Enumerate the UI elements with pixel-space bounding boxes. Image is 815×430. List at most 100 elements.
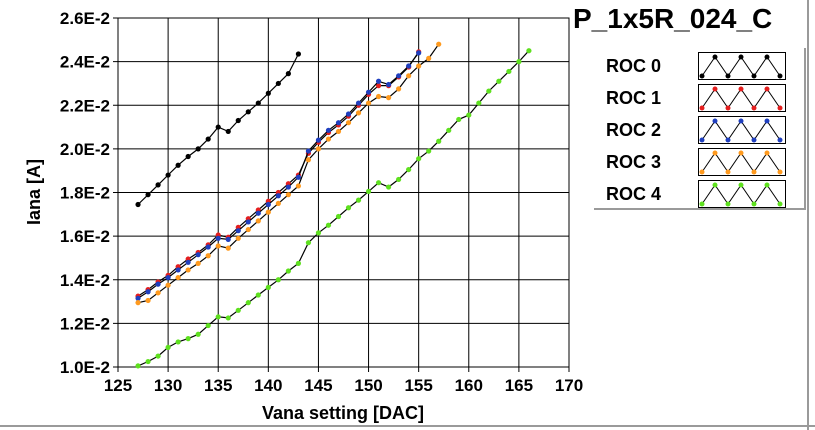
legend-swatch — [698, 180, 786, 208]
y-tick-label: 1.6E-2 — [60, 227, 110, 246]
data-point — [195, 260, 201, 266]
legend-swatch-marker — [738, 150, 744, 156]
x-tick-label: 135 — [204, 376, 232, 395]
data-point — [416, 50, 422, 56]
legend-swatch-marker — [738, 118, 744, 124]
data-point — [285, 268, 291, 274]
legend-swatch-marker — [751, 169, 757, 175]
data-point — [255, 210, 261, 216]
data-point — [456, 116, 462, 123]
data-point — [155, 281, 161, 287]
legend-label: ROC 1 — [606, 88, 662, 108]
data-point — [436, 41, 442, 47]
data-point — [516, 59, 522, 65]
data-point — [365, 89, 372, 95]
x-tick-label: 145 — [304, 376, 332, 395]
legend-swatch-graphic — [699, 182, 783, 207]
legend-swatch-marker — [712, 54, 718, 60]
legend-swatch-marker — [725, 201, 731, 207]
legend-swatch-marker — [738, 54, 744, 60]
data-point — [335, 120, 342, 126]
legend-swatch-marker — [751, 201, 757, 207]
data-point — [355, 110, 362, 116]
data-point — [305, 240, 312, 246]
legend-swatch-line — [701, 184, 781, 205]
legend-label: ROC 2 — [606, 120, 662, 140]
legend-swatch-marker — [725, 169, 731, 175]
data-point — [285, 184, 291, 190]
data-point — [255, 218, 261, 224]
legend-swatch-line — [701, 120, 781, 141]
data-point — [235, 307, 241, 313]
data-point — [476, 100, 482, 106]
data-point — [155, 290, 161, 296]
data-point — [195, 331, 201, 337]
data-point — [386, 95, 392, 101]
data-point — [135, 201, 141, 208]
data-point — [295, 51, 301, 57]
data-point — [255, 292, 261, 298]
x-tick-label: 155 — [404, 376, 432, 395]
legend-swatch-marker — [712, 118, 718, 124]
data-point — [215, 235, 221, 241]
data-point — [145, 192, 151, 198]
legend-swatch-marker — [751, 105, 757, 111]
legend-swatch — [698, 148, 786, 176]
data-point — [165, 344, 171, 350]
data-point — [345, 111, 352, 117]
data-point — [265, 201, 271, 208]
y-axis-label: Iana [A] — [24, 159, 44, 225]
data-point — [175, 339, 181, 345]
data-point — [215, 314, 221, 320]
data-point — [426, 55, 432, 61]
data-point — [315, 230, 322, 236]
data-point — [185, 336, 191, 342]
window-frame-right — [807, 0, 809, 430]
data-point — [155, 353, 161, 359]
legend-swatch-marker — [751, 73, 757, 79]
series-roc-4 — [135, 48, 532, 369]
legend-swatch-marker — [751, 137, 757, 143]
legend-swatch-marker — [699, 169, 705, 175]
legend-item: ROC 2 — [594, 114, 804, 144]
data-point — [175, 162, 181, 168]
data-point — [245, 219, 251, 225]
legend-swatch-marker — [725, 137, 731, 143]
x-tick-label: 125 — [104, 376, 132, 395]
data-point — [386, 184, 392, 190]
legend-swatch-marker — [699, 201, 705, 207]
grid-lines — [117, 17, 570, 368]
data-point — [225, 128, 231, 135]
data-point — [275, 193, 281, 199]
y-tick-label: 2.0E-2 — [60, 140, 110, 159]
legend-label: ROC 0 — [606, 56, 662, 76]
data-point — [335, 213, 342, 220]
data-point — [295, 260, 301, 266]
data-point — [135, 363, 141, 369]
legend-swatch-marker — [725, 73, 731, 79]
data-point — [416, 156, 422, 162]
legend-swatch-marker — [699, 73, 705, 79]
data-point — [486, 88, 492, 94]
x-tick-label: 130 — [154, 376, 182, 395]
legend-swatch — [698, 52, 786, 80]
data-point — [205, 136, 211, 142]
data-point — [315, 146, 322, 152]
legend-swatch-marker — [712, 86, 718, 92]
data-point — [345, 120, 352, 126]
data-point — [155, 182, 161, 188]
data-point — [175, 274, 181, 281]
data-point — [215, 243, 221, 249]
legend-item: ROC 3 — [594, 146, 804, 176]
legend-swatch-line — [701, 88, 781, 109]
x-tick-label: 160 — [455, 376, 483, 395]
series-line — [137, 50, 530, 367]
data-point — [245, 300, 251, 306]
data-point — [265, 90, 271, 96]
y-tick-label: 2.4E-2 — [60, 53, 110, 72]
data-point — [335, 128, 342, 135]
data-point — [285, 192, 291, 198]
data-point — [255, 100, 261, 106]
data-point — [396, 73, 402, 79]
data-point — [386, 81, 392, 88]
